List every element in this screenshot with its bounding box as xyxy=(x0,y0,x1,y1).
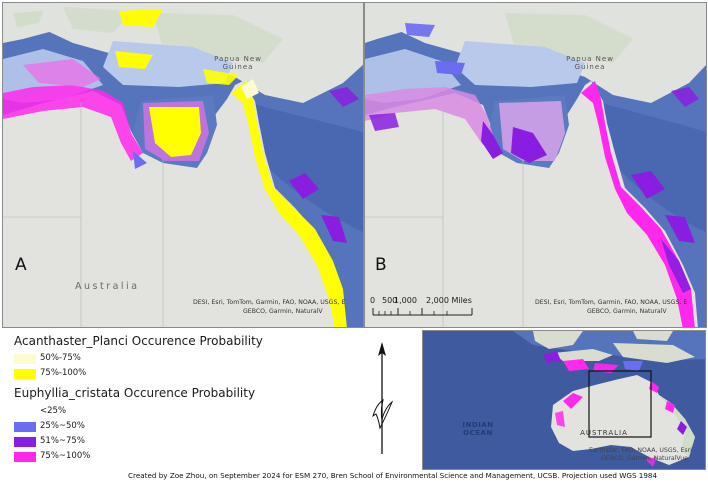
north-arrow-graphic xyxy=(372,342,394,454)
scale-label-500: 500 xyxy=(382,296,398,305)
scale-label-1000: 1,000 xyxy=(394,296,417,305)
legend-label: 25%~50% xyxy=(40,421,85,431)
north-arrow-icon xyxy=(368,340,396,460)
legend-swatch xyxy=(14,422,36,432)
legend: Acanthaster_Planci Occurence Probability… xyxy=(12,334,312,466)
scale-label-2000: 2,000 Miles xyxy=(426,296,472,305)
inset-australia-label: AUSTRALIA xyxy=(580,429,628,437)
legend-label: 75%-100% xyxy=(40,368,87,378)
credit-line: Created by Zoe Zhou, on September 2024 f… xyxy=(128,471,658,480)
legend-swatch xyxy=(14,437,36,447)
inset-attribution-line1: Earthstar, FAO, NOAA, USGS, Esri xyxy=(589,447,692,454)
inset-attribution-line2: GEBCO, Garmin, NaturalVue xyxy=(601,455,688,462)
legend-label: <25% xyxy=(40,406,67,416)
legend-label: 51%~75% xyxy=(40,436,85,446)
legend-label: 75%~100% xyxy=(40,451,91,461)
inset-overview-map[interactable]: INDIAN OCEAN AUSTRALIA Earthstar, FAO, N… xyxy=(422,330,706,470)
inset-map-graphic xyxy=(423,331,705,469)
attribution-line2-b: GEBCO, Garmin, NaturalV xyxy=(587,308,667,315)
australia-label: Australia xyxy=(75,281,140,292)
map-panel-a[interactable]: Papua New Guinea Australia A DESI, Esri,… xyxy=(2,2,364,328)
legend-swatch xyxy=(14,452,36,462)
legend-title-euphyllia: Euphyllia_cristata Occurence Probability xyxy=(14,386,256,400)
legend-label: 50%-75% xyxy=(40,353,81,363)
attribution-line1-b: DESI, Esri, TomTom, Garmin, FAO, NOAA, U… xyxy=(535,299,688,306)
papua-new-guinea-label-b: Papua New Guinea xyxy=(566,55,614,71)
indian-ocean-label: INDIAN OCEAN xyxy=(462,421,494,437)
attribution-line2: GEBCO, Garmin, NaturalV xyxy=(243,308,323,315)
scale-bar-ticks xyxy=(372,308,473,316)
papua-new-guinea-label: Papua New Guinea xyxy=(214,55,262,71)
legend-swatch xyxy=(14,407,36,417)
panel-letter-b: B xyxy=(375,255,387,275)
legend-swatch xyxy=(14,354,36,364)
scale-bar: 0 500 1,000 2,000 Miles xyxy=(370,296,520,318)
attribution-line1: DESI, Esri, TomTom, Garmin, FAO, NOAA, U… xyxy=(193,299,346,306)
legend-title-acanthaster: Acanthaster_Planci Occurence Probability xyxy=(14,334,263,348)
legend-swatch xyxy=(14,369,36,379)
panel-letter-a: A xyxy=(15,255,27,275)
map-panel-b-graphic xyxy=(365,3,706,327)
scale-label-0: 0 xyxy=(370,296,376,305)
map-panel-b[interactable]: Papua New Guinea B DESI, Esri, TomTom, G… xyxy=(364,2,707,328)
map-panel-a-graphic xyxy=(3,3,363,327)
